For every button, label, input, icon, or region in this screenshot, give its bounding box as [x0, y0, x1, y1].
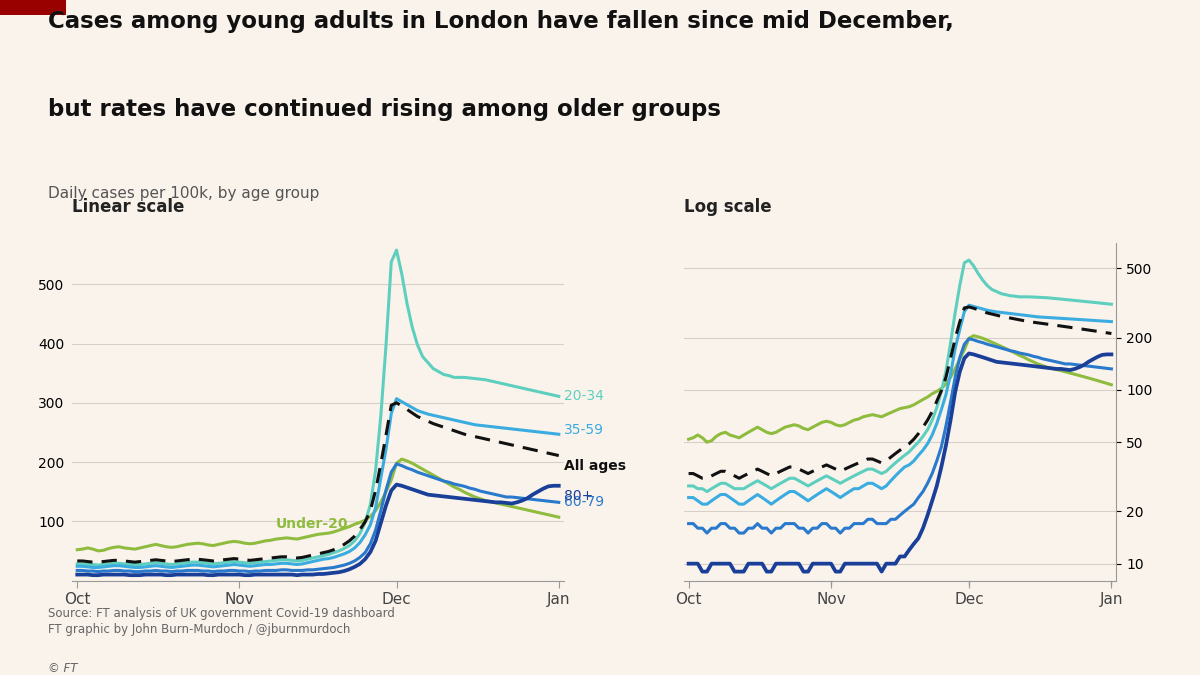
- Text: 60-79: 60-79: [564, 495, 604, 510]
- Text: Source: FT analysis of UK government Covid-19 dashboard
FT graphic by John Burn-: Source: FT analysis of UK government Cov…: [48, 608, 395, 635]
- Text: Daily cases per 100k, by age group: Daily cases per 100k, by age group: [48, 186, 319, 200]
- Text: 35-59: 35-59: [564, 423, 604, 437]
- Text: Cases among young adults in London have fallen since mid December,: Cases among young adults in London have …: [48, 10, 954, 33]
- Text: Under-20: Under-20: [276, 517, 349, 531]
- Text: 20-34: 20-34: [564, 389, 604, 404]
- Text: 80+: 80+: [564, 489, 593, 504]
- Text: © FT: © FT: [48, 662, 77, 674]
- Text: Linear scale: Linear scale: [72, 198, 185, 216]
- Text: All ages: All ages: [564, 459, 626, 473]
- Text: but rates have continued rising among older groups: but rates have continued rising among ol…: [48, 98, 721, 121]
- Text: Log scale: Log scale: [684, 198, 772, 216]
